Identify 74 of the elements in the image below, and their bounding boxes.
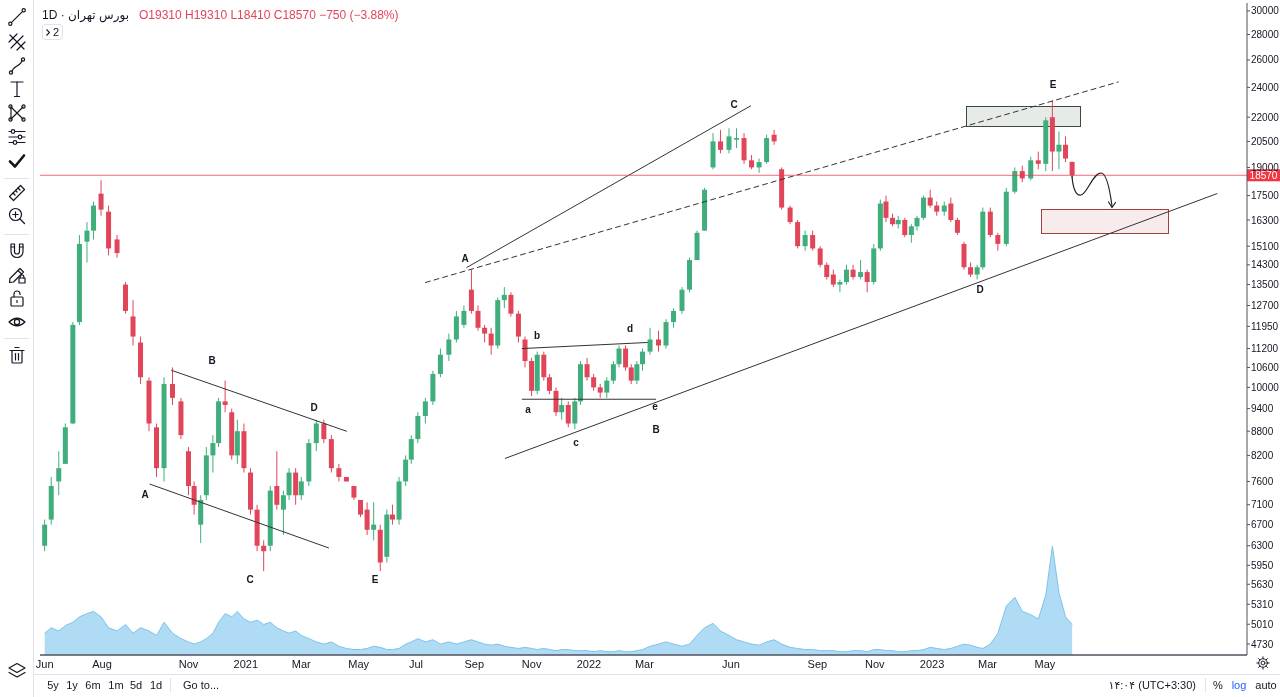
x-tick-label: Sep	[807, 657, 828, 670]
annotation: C	[246, 573, 254, 585]
annotation: B	[208, 354, 216, 366]
annotation: C	[730, 98, 738, 110]
annotation: b	[533, 329, 541, 341]
text: Go to...	[183, 679, 220, 691]
y-tick-label: 9400	[1251, 403, 1274, 415]
y-tick-label: 22000	[1251, 111, 1280, 123]
y-tick-label: 5950	[1251, 559, 1274, 571]
x-tick-label: 2022	[576, 657, 602, 670]
annotation: e	[652, 400, 658, 412]
y-tick-label: 4730	[1251, 638, 1274, 650]
annotation: B	[652, 423, 660, 435]
annotation: A	[461, 252, 469, 264]
x-tick-label: Nov	[521, 657, 542, 670]
annotation: c	[573, 436, 579, 448]
y-tick-label: 14300	[1251, 259, 1280, 271]
text: 1y	[66, 679, 78, 691]
y-tick-label: 5310	[1251, 598, 1274, 610]
x-tick-label: 2021	[233, 657, 259, 670]
y-tick-label: 10600	[1251, 361, 1280, 373]
x-tick-label: Mar	[634, 657, 655, 670]
y-tick-label: 17500	[1251, 190, 1280, 202]
x-tick-label: Mar	[291, 657, 312, 670]
y-tick-label: 15100	[1251, 240, 1280, 252]
text: 1d	[149, 679, 163, 691]
y-tick-label: 20500	[1251, 135, 1280, 147]
annotation: a	[525, 403, 531, 415]
annotation: E	[1049, 78, 1057, 90]
text: O19310 H19310 L18410 C18570 −750 (−3.88%)	[138, 8, 399, 22]
y-tick-label: 12700	[1251, 300, 1280, 312]
annotation: d	[626, 322, 634, 334]
y-tick-label: 24000	[1251, 81, 1280, 93]
annotation: D	[976, 283, 984, 295]
y-tick-label: 7100	[1251, 499, 1274, 511]
annotation: A	[141, 488, 149, 500]
annotation: D	[310, 401, 318, 413]
annotation: 2	[53, 26, 60, 38]
y-tick-label: 11950	[1251, 320, 1279, 332]
x-tick-label: May	[1034, 657, 1056, 670]
x-tick-label: Jun	[722, 657, 740, 670]
text: 5d	[129, 679, 143, 691]
y-tick-label: 8200	[1251, 449, 1274, 461]
text: 1m	[108, 679, 124, 691]
y-tick-label: 7600	[1251, 475, 1274, 487]
text: ۱۴:۰۴ (UTC+3:30)	[1108, 679, 1196, 691]
y-tick-label: 5630	[1251, 578, 1274, 590]
y-tick-label: 5010	[1251, 618, 1274, 630]
annotation: E	[371, 573, 379, 585]
x-tick-label: Sep	[464, 657, 485, 670]
x-tick-label: Nov	[178, 657, 199, 670]
y-tick-label: 6300	[1251, 540, 1274, 552]
text: 1D · بورس تهران	[42, 8, 129, 22]
text: log	[1231, 679, 1247, 691]
y-tick-label: 10000	[1251, 381, 1280, 393]
x-tick-label: 2023	[919, 657, 945, 670]
text: auto	[1255, 679, 1277, 691]
text: 5y	[47, 679, 59, 691]
x-tick-label: Nov	[864, 657, 886, 670]
x-tick-label: Jul	[408, 657, 424, 670]
y-tick-label: 6700	[1251, 519, 1274, 531]
text: %	[1213, 679, 1223, 691]
x-tick-label: May	[348, 657, 370, 670]
x-tick-label: Mar	[978, 657, 998, 670]
y-tick-label: 16300	[1251, 214, 1280, 226]
y-tick-label: 13500	[1251, 279, 1280, 291]
y-tick-label: 30000	[1251, 5, 1280, 17]
text: 6m	[85, 679, 101, 691]
y-tick-label: 11200	[1251, 343, 1279, 355]
x-tick-label: Jun	[35, 657, 54, 670]
y-tick-label: 8800	[1251, 425, 1274, 437]
y-tick-label: 28000	[1251, 29, 1280, 41]
x-tick-label: Aug	[92, 657, 112, 670]
y-tick-label: 26000	[1251, 54, 1280, 66]
